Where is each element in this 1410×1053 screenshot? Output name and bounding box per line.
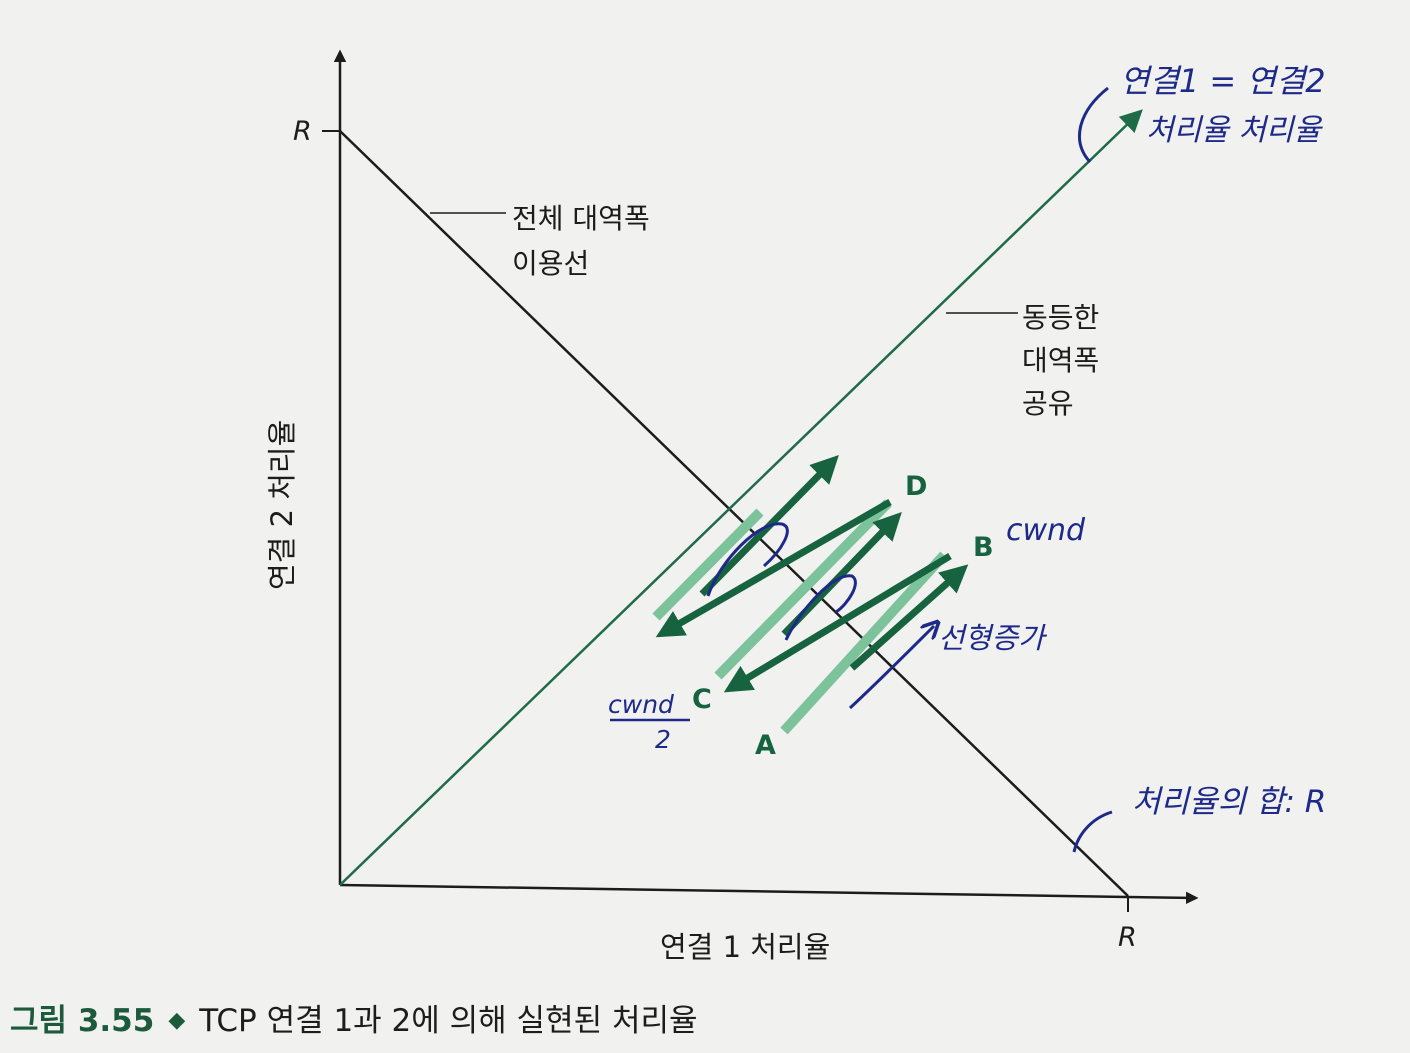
x-axis-r-label: R [1118, 922, 1137, 953]
point-c-label: C [692, 684, 712, 715]
y-axis-r-label: R [293, 116, 312, 147]
full-bandwidth-line [339, 130, 1129, 897]
figure-caption: 그림 3.55 ◆ TCP 연결 1과 2에 의해 실현된 처리율 [10, 995, 698, 1040]
point-b-label: B [973, 532, 994, 563]
ink-sum-hook [1072, 810, 1113, 853]
full-bandwidth-label-1: 전체 대역폭 [512, 202, 650, 235]
x-axis-title: 연결 1 처리율 [660, 930, 830, 964]
full-bandwidth-label-2: 이용선 [512, 247, 589, 280]
decrease-segment-bc [714, 499, 892, 680]
y-axis-title: 연결 2 처리율 [265, 420, 299, 590]
ink-fair-line-1: 연결1 = 연결2 [1120, 62, 1326, 100]
equal-share-line [339, 109, 1143, 886]
equal-share-label-2: 대역폭 [1022, 344, 1099, 377]
point-d-label: D [905, 471, 927, 502]
diamond-icon: ◆ [168, 1008, 186, 1033]
figure-caption-text: TCP 연결 1과 2에 의해 실현된 처리율 [199, 1003, 698, 1039]
equal-share-label-3: 공유 [1022, 387, 1074, 420]
x-axis [339, 883, 1199, 905]
ink-cwnd: cwnd [1006, 513, 1086, 548]
ink-cwnd-half-top: cwnd [608, 690, 674, 719]
ink-loop-2 [784, 574, 857, 641]
arrow-b-to-c [723, 553, 952, 693]
equal-share-label-1: 동등한 [1022, 301, 1099, 334]
ink-loop-1 [706, 522, 789, 597]
ink-fair-line-2: 처리율 처리율 [1146, 113, 1324, 148]
decrease-segment-ad [780, 551, 948, 735]
ink-linear-arrow [848, 626, 934, 710]
arrow-d-to-next [655, 498, 892, 638]
point-a-label: A [755, 730, 776, 761]
arrow-a-to-b [849, 564, 969, 671]
ink-bracket [1078, 86, 1109, 164]
figure-number: 그림 3.55 [10, 1003, 155, 1039]
decrease-segment-d [652, 508, 764, 621]
ink-sum-r: 처리율의 합: R [1132, 784, 1326, 820]
ink-cwnd-half-bottom: 2 [655, 725, 671, 754]
ink-linear-increase: 선형증가 [938, 621, 1048, 655]
